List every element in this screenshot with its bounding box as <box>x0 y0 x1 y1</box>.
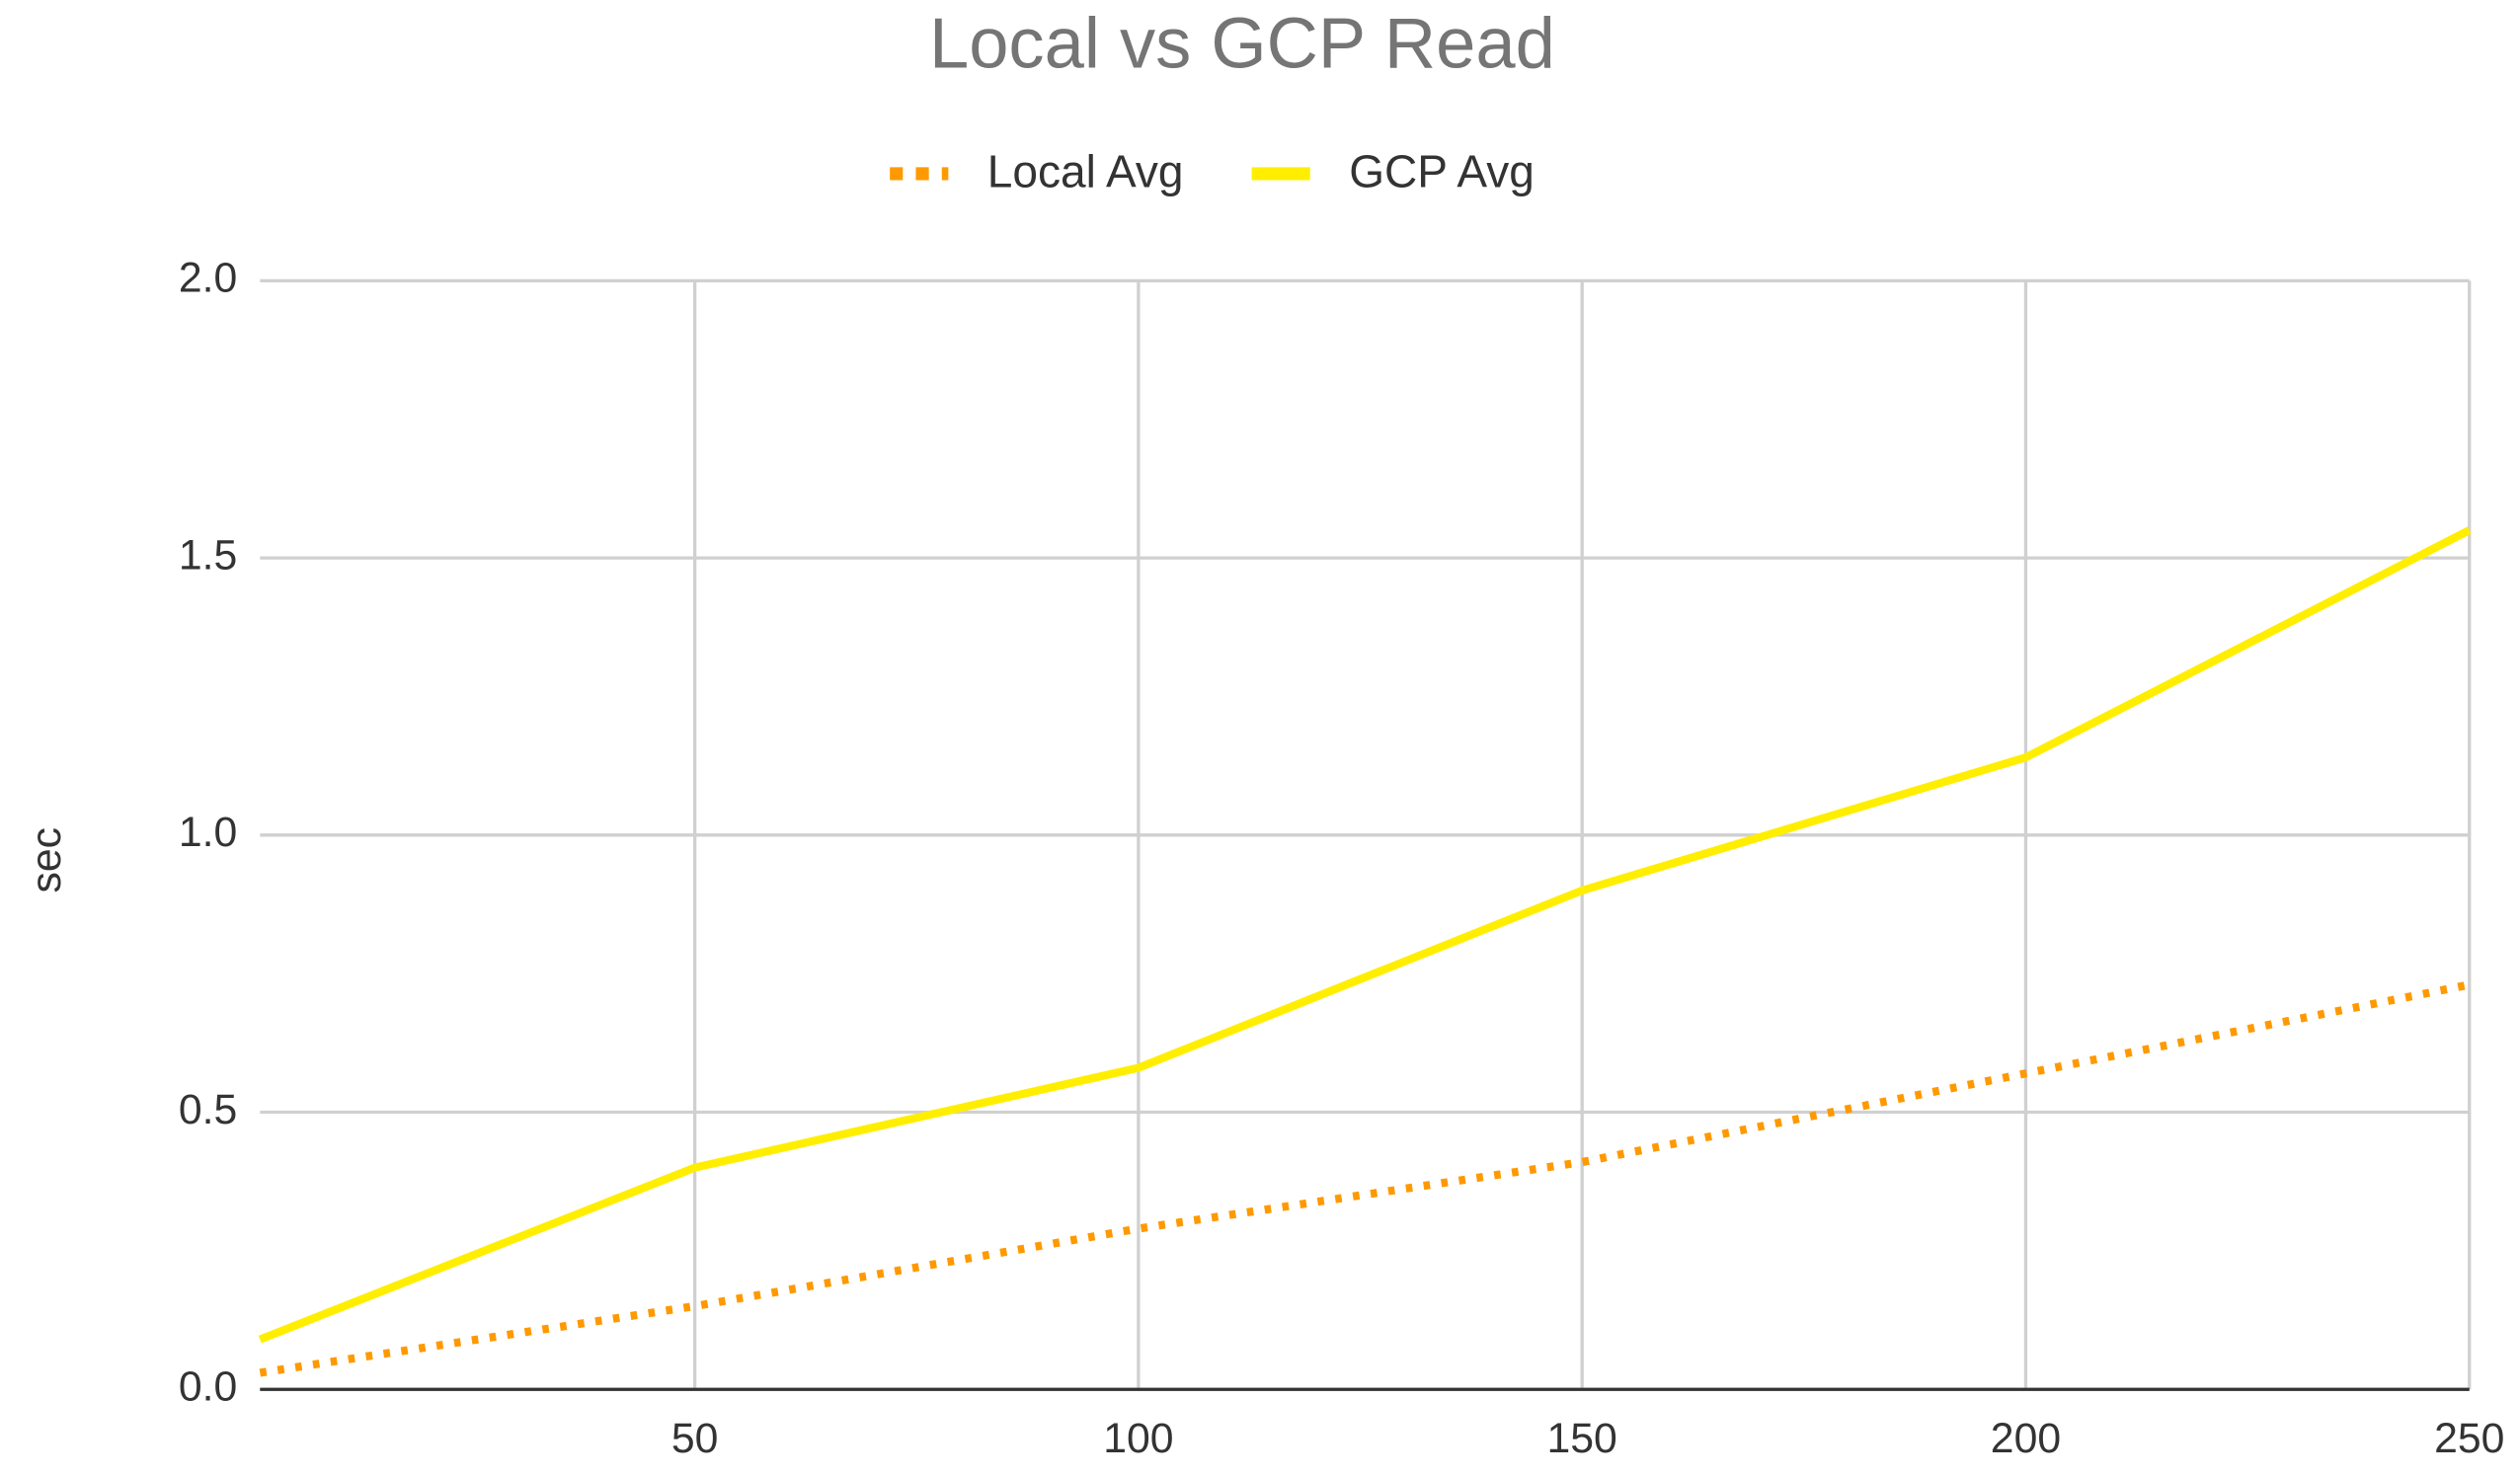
legend-label: Local Avg <box>987 146 1184 197</box>
x-tick-label: 50 <box>671 1415 719 1462</box>
y-tick-label: 1.0 <box>179 809 237 856</box>
y-tick-label: 2.0 <box>179 255 237 302</box>
y-tick-label: 0.0 <box>179 1363 237 1411</box>
y-tick-label: 0.5 <box>179 1086 237 1133</box>
y-tick-label: 1.5 <box>179 531 237 579</box>
chart-title: Local vs GCP Read <box>929 4 1555 83</box>
x-tick-label: 150 <box>1547 1415 1617 1462</box>
x-tick-label: 100 <box>1103 1415 1173 1462</box>
data-line <box>258 526 2472 1344</box>
x-tick-label: 200 <box>1991 1415 2061 1462</box>
y-axis-label: sec <box>23 827 70 894</box>
x-tick-label: 250 <box>2434 1415 2504 1462</box>
legend-label: GCP Avg <box>1349 146 1535 197</box>
